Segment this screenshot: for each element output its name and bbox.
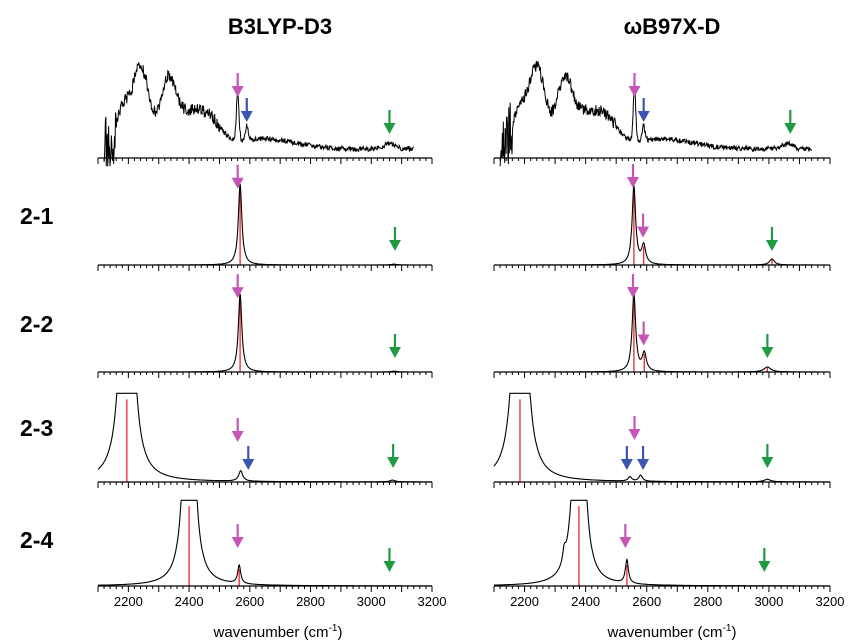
x-tick-label: 2200 <box>510 594 539 609</box>
x-axis-title-right: wavenumber (cm-1) <box>607 623 737 641</box>
green-arrow-marker <box>765 227 778 251</box>
blue-arrow-marker <box>242 446 255 470</box>
magenta-arrow-marker <box>231 73 244 97</box>
magenta-arrow-marker <box>626 274 639 298</box>
x-tick-label: 3200 <box>418 594 447 609</box>
experiment-left-spectrum <box>103 61 414 167</box>
green-arrow-marker <box>388 227 401 251</box>
row-2-2-b3lyp-spectrum <box>98 293 432 373</box>
row-2-1-wb97xd-spectrum <box>494 185 830 266</box>
x-tick-label: 2200 <box>114 594 143 609</box>
row-2-4-b3lyp-spectrum <box>98 499 432 587</box>
row-label-2-1: 2-1 <box>20 203 53 229</box>
row-2-3-b3lyp-spectrum <box>97 392 432 483</box>
x-tick-label: 2600 <box>235 594 264 609</box>
row-label-2-2: 2-2 <box>20 311 53 337</box>
magenta-arrow-marker <box>619 524 632 548</box>
row-2-3-wb97xd-spectrum <box>493 392 830 483</box>
magenta-arrow-marker <box>637 321 650 346</box>
magenta-arrow-marker <box>231 524 244 548</box>
green-arrow-marker <box>761 334 774 358</box>
x-tick-label: 2800 <box>296 594 325 609</box>
row-2-2-wb97xd-spectrum <box>494 292 830 373</box>
x-tick-label: 2400 <box>571 594 600 609</box>
x-tick-label: 2800 <box>693 594 722 609</box>
column-title-wb97xd: ωB97X-D <box>624 14 721 39</box>
row-label-2-4: 2-4 <box>20 527 53 553</box>
green-arrow-marker <box>388 334 401 358</box>
x-tick-labels-right: 2200 2400 2600 2800 3000 3200 <box>510 594 844 609</box>
x-tick-label: 2400 <box>175 594 204 609</box>
row-2-1-b3lyp-spectrum <box>98 184 432 266</box>
x-tick-label: 3000 <box>357 594 386 609</box>
green-arrow-marker <box>761 444 774 468</box>
magenta-arrow-marker <box>231 418 244 442</box>
blue-arrow-marker <box>240 98 253 122</box>
magenta-arrow-marker <box>637 213 650 238</box>
green-arrow-marker <box>784 110 797 134</box>
green-arrow-marker <box>387 444 400 468</box>
magenta-arrow-marker <box>626 164 639 188</box>
green-arrow-marker <box>383 110 396 134</box>
column-title-b3lyp: B3LYP-D3 <box>228 14 332 39</box>
green-arrow-marker <box>758 548 771 572</box>
x-tick-label: 3000 <box>754 594 783 609</box>
green-arrow-marker <box>383 548 396 572</box>
row-label-2-3: 2-3 <box>20 415 53 441</box>
magenta-arrow-marker <box>628 73 641 97</box>
blue-arrow-marker <box>637 98 650 122</box>
row-2-4-wb97xd-spectrum <box>494 499 830 587</box>
blue-arrow-marker <box>637 446 650 470</box>
experiment-right-spectrum <box>499 60 813 167</box>
magenta-arrow-marker <box>231 274 244 299</box>
x-tick-label: 3200 <box>816 594 845 609</box>
magenta-arrow-marker <box>231 164 244 189</box>
x-tick-labels-left: 2200 2400 2600 2800 3000 3200 <box>114 594 447 609</box>
magenta-arrow-marker <box>628 416 641 440</box>
spectra-panels <box>97 60 831 592</box>
x-axis-title-left: wavenumber (cm-1) <box>213 623 343 641</box>
blue-arrow-marker <box>620 446 633 470</box>
x-tick-label: 2600 <box>632 594 661 609</box>
